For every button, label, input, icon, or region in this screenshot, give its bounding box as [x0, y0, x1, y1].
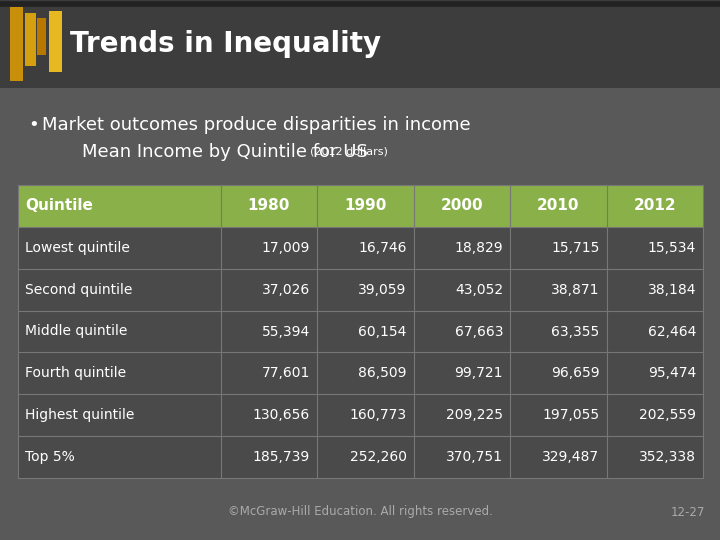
- Text: 370,751: 370,751: [446, 450, 503, 464]
- Text: 352,338: 352,338: [639, 450, 696, 464]
- Text: 18,829: 18,829: [454, 241, 503, 255]
- Text: 86,509: 86,509: [358, 366, 407, 380]
- Text: 43,052: 43,052: [455, 282, 503, 296]
- Text: 2012: 2012: [634, 198, 676, 213]
- Text: 1990: 1990: [344, 198, 387, 213]
- Text: ©McGraw-Hill Education. All rights reserved.: ©McGraw-Hill Education. All rights reser…: [228, 505, 492, 518]
- Text: Fourth quintile: Fourth quintile: [25, 366, 126, 380]
- FancyBboxPatch shape: [18, 185, 703, 227]
- Text: 209,225: 209,225: [446, 408, 503, 422]
- Text: Second quintile: Second quintile: [25, 282, 132, 296]
- Text: 99,721: 99,721: [454, 366, 503, 380]
- Text: 38,871: 38,871: [551, 282, 600, 296]
- FancyBboxPatch shape: [10, 7, 23, 81]
- Text: 63,355: 63,355: [552, 325, 600, 339]
- Text: •: •: [28, 116, 39, 134]
- Text: 16,746: 16,746: [358, 241, 407, 255]
- Text: Market outcomes produce disparities in income: Market outcomes produce disparities in i…: [42, 116, 471, 134]
- FancyBboxPatch shape: [25, 13, 36, 66]
- Text: 39,059: 39,059: [358, 282, 407, 296]
- FancyBboxPatch shape: [49, 11, 62, 72]
- FancyBboxPatch shape: [18, 310, 703, 353]
- Text: 55,394: 55,394: [262, 325, 310, 339]
- Text: 96,659: 96,659: [551, 366, 600, 380]
- Text: 202,559: 202,559: [639, 408, 696, 422]
- Text: 15,534: 15,534: [648, 241, 696, 255]
- Text: 12-27: 12-27: [670, 505, 705, 518]
- Text: 130,656: 130,656: [253, 408, 310, 422]
- FancyBboxPatch shape: [0, 0, 720, 88]
- Text: 38,184: 38,184: [647, 282, 696, 296]
- Text: Mean Income by Quintile for US: Mean Income by Quintile for US: [82, 143, 368, 161]
- Text: Top 5%: Top 5%: [25, 450, 75, 464]
- Text: 2010: 2010: [537, 198, 580, 213]
- FancyBboxPatch shape: [18, 394, 703, 436]
- Text: 185,739: 185,739: [253, 450, 310, 464]
- Text: Quintile: Quintile: [25, 198, 93, 213]
- Text: Highest quintile: Highest quintile: [25, 408, 135, 422]
- Text: 1980: 1980: [248, 198, 290, 213]
- FancyBboxPatch shape: [37, 18, 46, 55]
- FancyBboxPatch shape: [18, 436, 703, 478]
- Text: 67,663: 67,663: [454, 325, 503, 339]
- Text: 77,601: 77,601: [261, 366, 310, 380]
- FancyBboxPatch shape: [18, 269, 703, 310]
- FancyBboxPatch shape: [18, 227, 703, 269]
- Text: 160,773: 160,773: [349, 408, 407, 422]
- Text: (2012 dollars): (2012 dollars): [310, 147, 388, 157]
- Text: Middle quintile: Middle quintile: [25, 325, 127, 339]
- FancyBboxPatch shape: [18, 353, 703, 394]
- Text: 60,154: 60,154: [358, 325, 407, 339]
- Text: 252,260: 252,260: [350, 450, 407, 464]
- Text: 197,055: 197,055: [542, 408, 600, 422]
- Text: 62,464: 62,464: [647, 325, 696, 339]
- Text: Trends in Inequality: Trends in Inequality: [70, 30, 381, 58]
- Text: 329,487: 329,487: [542, 450, 600, 464]
- Text: Lowest quintile: Lowest quintile: [25, 241, 130, 255]
- Text: 95,474: 95,474: [648, 366, 696, 380]
- Text: 17,009: 17,009: [261, 241, 310, 255]
- Text: 2000: 2000: [441, 198, 483, 213]
- Text: 37,026: 37,026: [262, 282, 310, 296]
- Text: 15,715: 15,715: [551, 241, 600, 255]
